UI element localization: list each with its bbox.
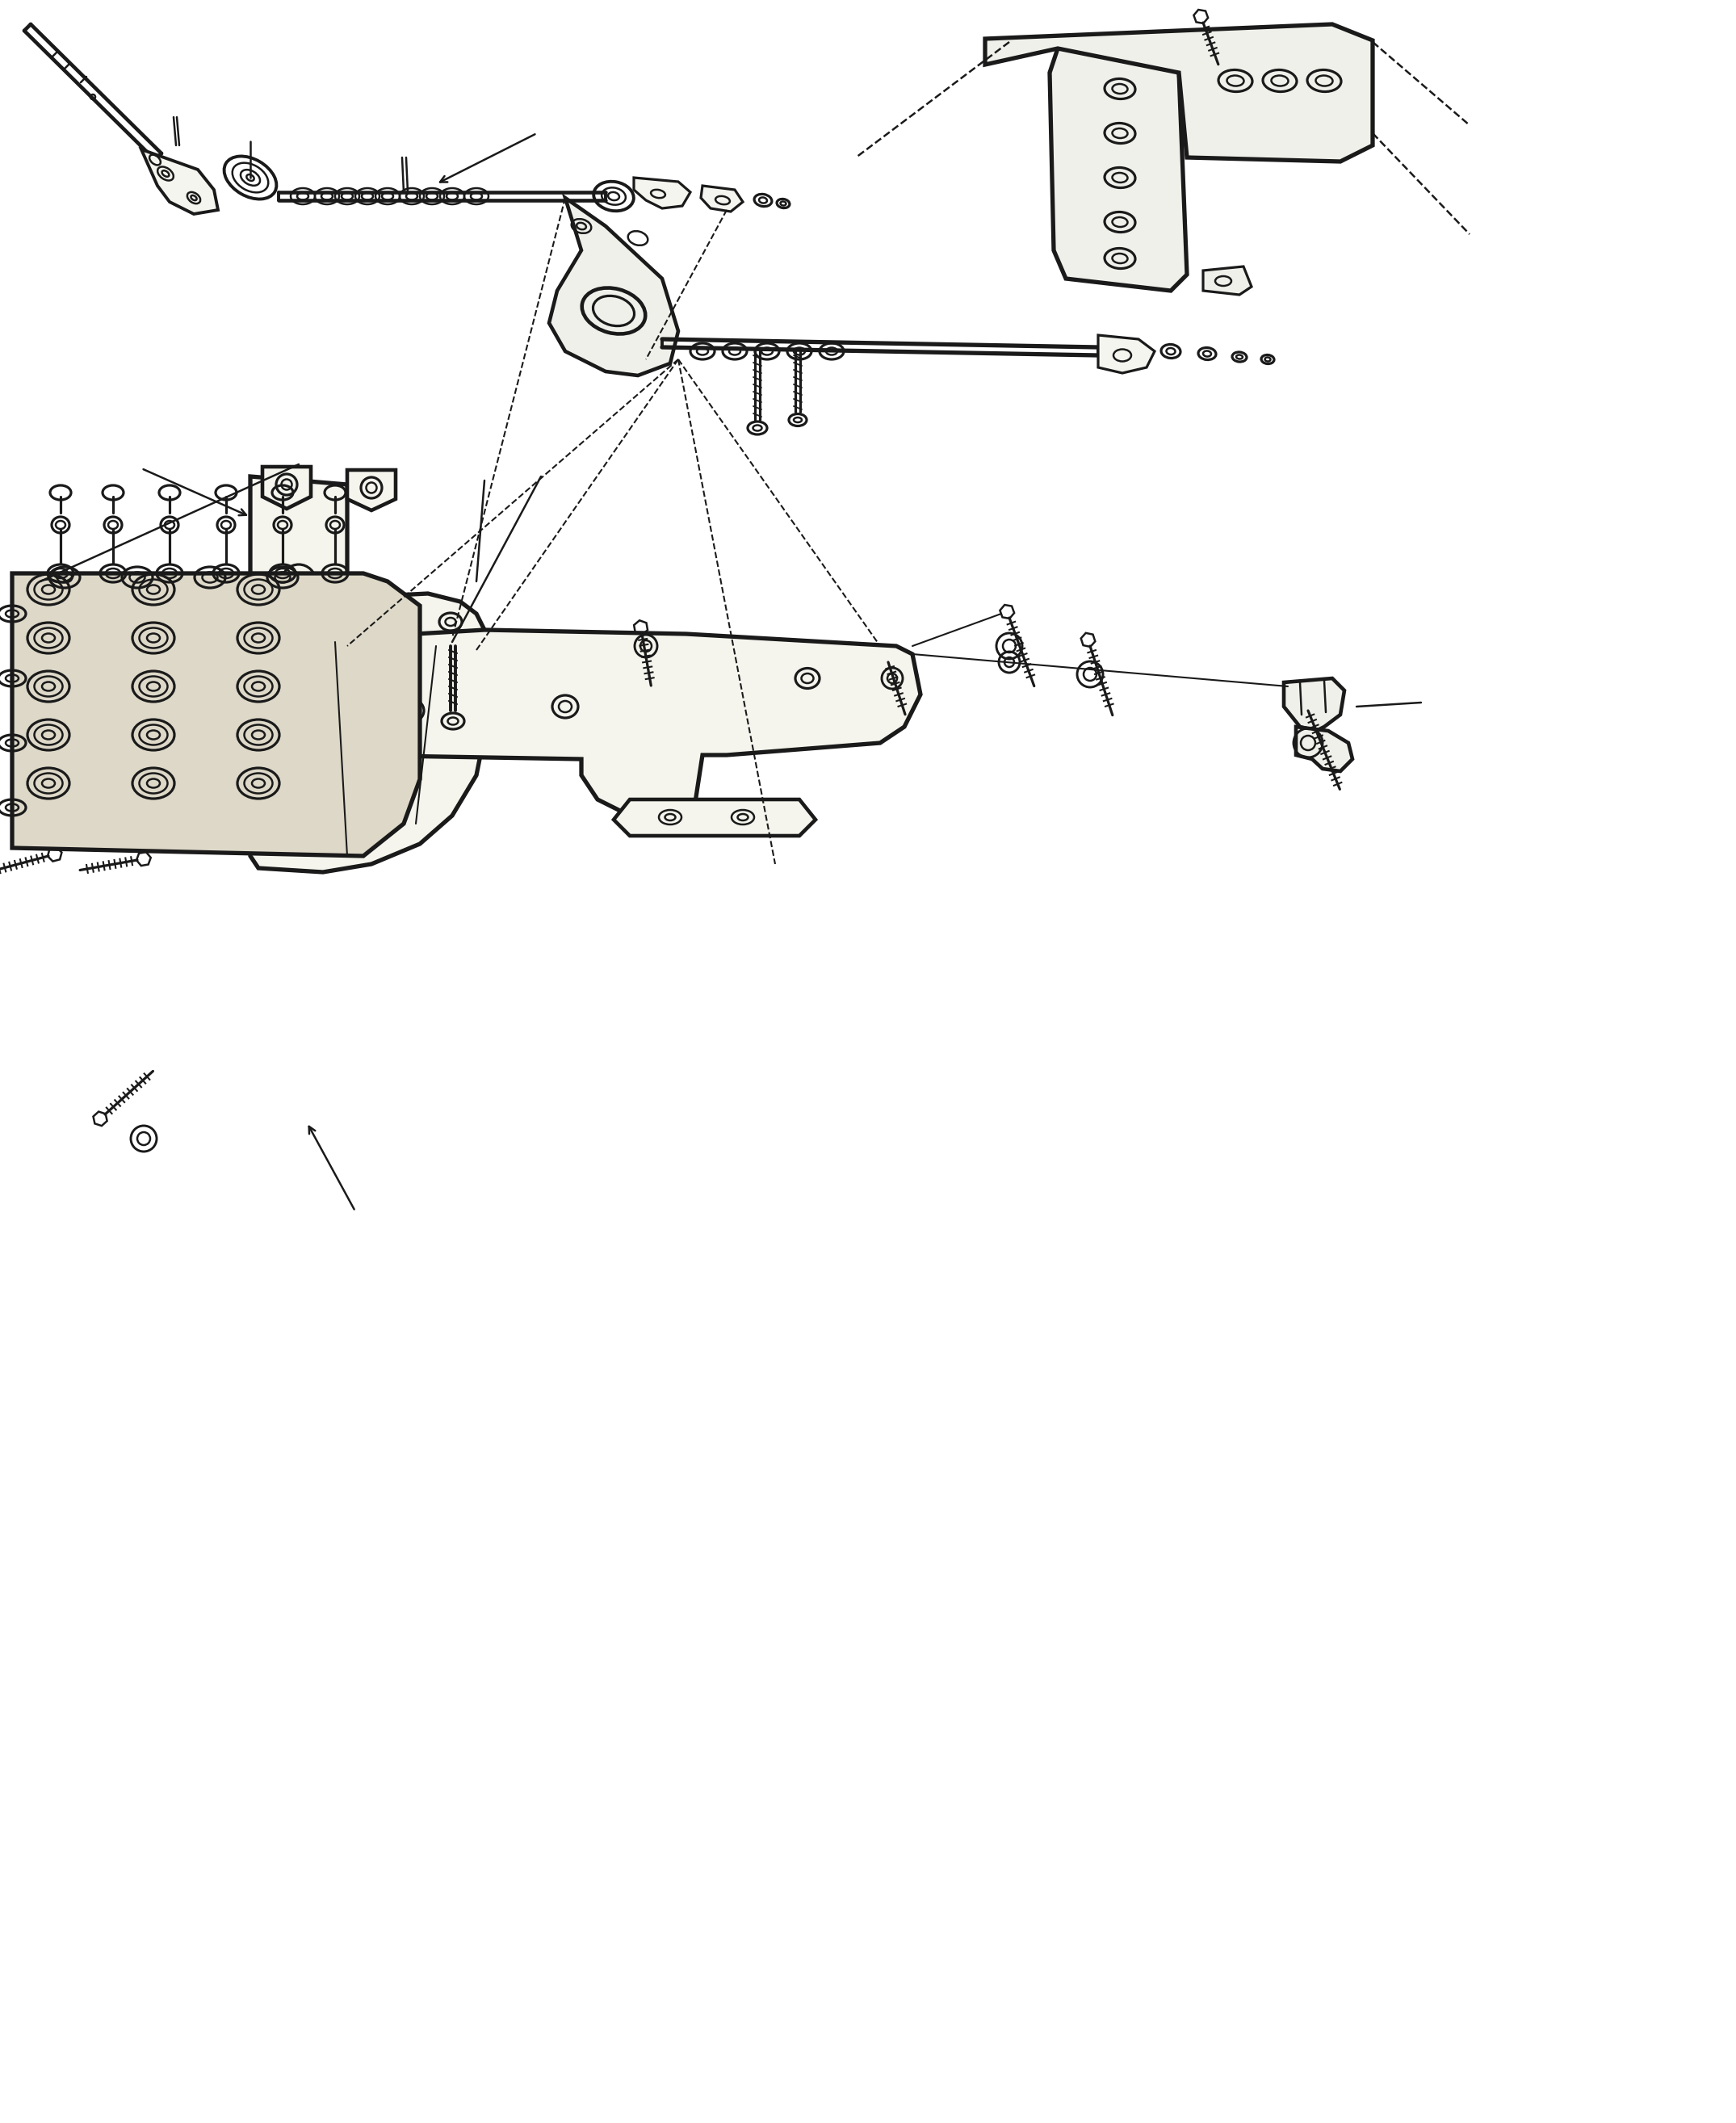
Polygon shape (878, 650, 894, 662)
Polygon shape (347, 469, 396, 510)
Polygon shape (1285, 679, 1344, 730)
Polygon shape (141, 149, 219, 214)
Polygon shape (47, 847, 62, 862)
Polygon shape (12, 573, 420, 856)
Polygon shape (634, 178, 691, 208)
Polygon shape (94, 1112, 108, 1125)
Polygon shape (1194, 11, 1208, 23)
Polygon shape (250, 476, 484, 873)
Polygon shape (1299, 698, 1312, 711)
Polygon shape (1082, 633, 1095, 648)
Polygon shape (701, 185, 743, 212)
Polygon shape (1000, 605, 1014, 618)
Polygon shape (613, 800, 816, 836)
Polygon shape (137, 851, 151, 866)
Polygon shape (634, 620, 648, 635)
Polygon shape (262, 467, 311, 510)
Polygon shape (549, 197, 679, 376)
Polygon shape (1297, 726, 1352, 771)
Polygon shape (1099, 335, 1154, 374)
Polygon shape (1050, 49, 1187, 291)
Polygon shape (441, 722, 464, 741)
Polygon shape (1203, 267, 1252, 295)
Polygon shape (984, 23, 1373, 161)
Polygon shape (347, 631, 920, 815)
